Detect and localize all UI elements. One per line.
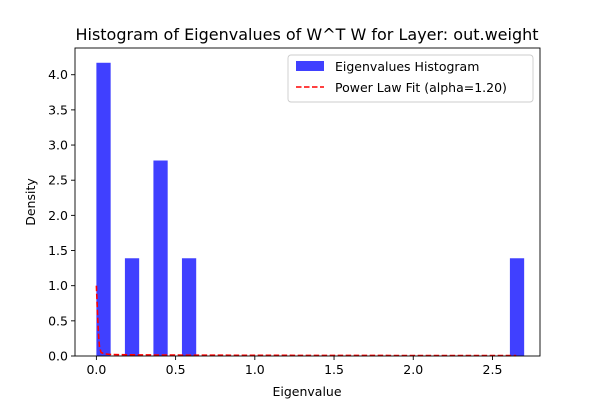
legend-swatch-histogram [296,61,324,71]
legend-label-power-law: Power Law Fit (alpha=1.20) [335,80,507,95]
x-axis-ticks: 0.0 0.5 1.0 1.5 2.0 2.5 [86,356,502,377]
x-tick-label: 1.0 [245,362,265,377]
histogram-bars [96,62,525,357]
x-tick-label: 0.0 [86,362,106,377]
x-tick-label: 1.5 [324,362,344,377]
histogram-bar [181,258,197,356]
legend-frame [287,54,534,103]
y-tick-label: 2.5 [48,173,68,188]
x-axis-label: Eigenvalue [272,384,341,399]
y-tick-label: 2.0 [48,208,68,223]
plot-area-frame [74,47,541,357]
chart-title: Histogram of Eigenvalues of W^T W for La… [75,25,538,44]
x-tick-label: 0.5 [166,362,186,377]
y-axis-ticks: 0.0 0.5 1.0 1.5 2.0 2.5 3.0 3.5 4.0 [48,67,75,364]
power-law-fit-line [95,285,517,357]
x-tick-label: 2.0 [403,362,423,377]
y-tick-label: 3.0 [48,138,68,153]
legend-label-histogram: Eigenvalues Histogram [335,59,479,74]
y-tick-label: 1.0 [48,278,68,293]
histogram-bar [124,258,140,356]
histogram-bar [96,62,111,357]
legend: Eigenvalues Histogram Power Law Fit (alp… [287,54,534,103]
power-law-fit-polyline [95,285,517,357]
x-tick-label: 2.5 [483,362,503,377]
y-tick-label: 1.5 [48,243,68,258]
y-tick-label: 0.0 [48,349,68,364]
histogram-bar [509,258,525,356]
y-axis-label: Density [23,178,38,226]
y-tick-label: 3.5 [48,102,68,117]
y-tick-label: 4.0 [48,67,68,82]
histogram-bar [153,160,168,356]
y-tick-label: 0.5 [48,313,68,328]
